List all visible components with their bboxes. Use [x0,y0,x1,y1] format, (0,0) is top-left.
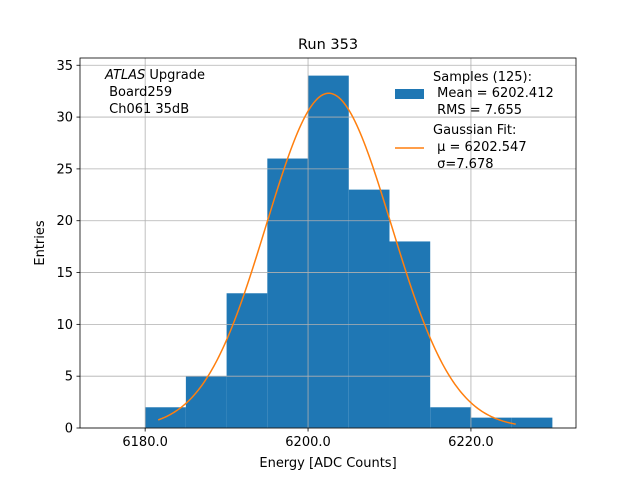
y-tick-label: 15 [56,266,73,281]
x-tick-label: 6180.0 [122,435,168,450]
y-tick-label: 25 [56,162,73,177]
histogram-bar [430,407,471,428]
atlas-upgrade-label: Upgrade [145,68,205,83]
legend-fit-mu: μ = 6202.547 [433,140,527,155]
axes-frame [79,57,577,429]
y-tick-label: 10 [56,318,73,333]
gaussian-fit-curve [157,92,516,425]
x-tick-label: 6200.0 [285,435,331,450]
legend: Samples (125): Mean = 6202.412 RMS = 7.6… [395,70,554,172]
svg-text:ATLAS Upgrade: ATLAS Upgrade [104,68,205,83]
y-axis-label: Entries [33,220,48,266]
chart-title: Run 353 [298,37,358,53]
histogram-bar [389,241,431,428]
legend-fit-title: Gaussian Fit: [433,123,516,138]
board-label: Board259 [105,85,172,100]
x-tick-label: 6220.0 [448,435,494,450]
y-tick-label: 30 [56,111,73,126]
histogram-bar [511,417,553,428]
histogram-bar [470,417,512,428]
legend-samples-patch [395,89,424,99]
y-tick-label: 35 [56,59,73,74]
y-tick-label: 5 [65,370,73,385]
y-tick-label: 0 [65,422,73,437]
histogram-bar [308,75,349,428]
y-tick-label: 20 [56,214,73,229]
histogram-bar [185,376,227,428]
atlas-label: ATLAS [104,68,145,83]
legend-samples-mean: Mean = 6202.412 [433,86,554,101]
legend-samples-title: Samples (125): [433,70,532,85]
histogram-bar [226,293,268,428]
histogram-bar [267,158,309,428]
channel-label: Ch061 35dB [105,102,189,117]
legend-samples-rms: RMS = 7.655 [433,103,522,118]
legend-fit-sigma: σ=7.678 [433,157,493,172]
histogram-bar [348,189,390,428]
x-axis-label: Energy [ADC Counts] [259,456,396,471]
atlas-annotation: ATLAS Upgrade Board259 Ch061 35dB [104,68,205,117]
